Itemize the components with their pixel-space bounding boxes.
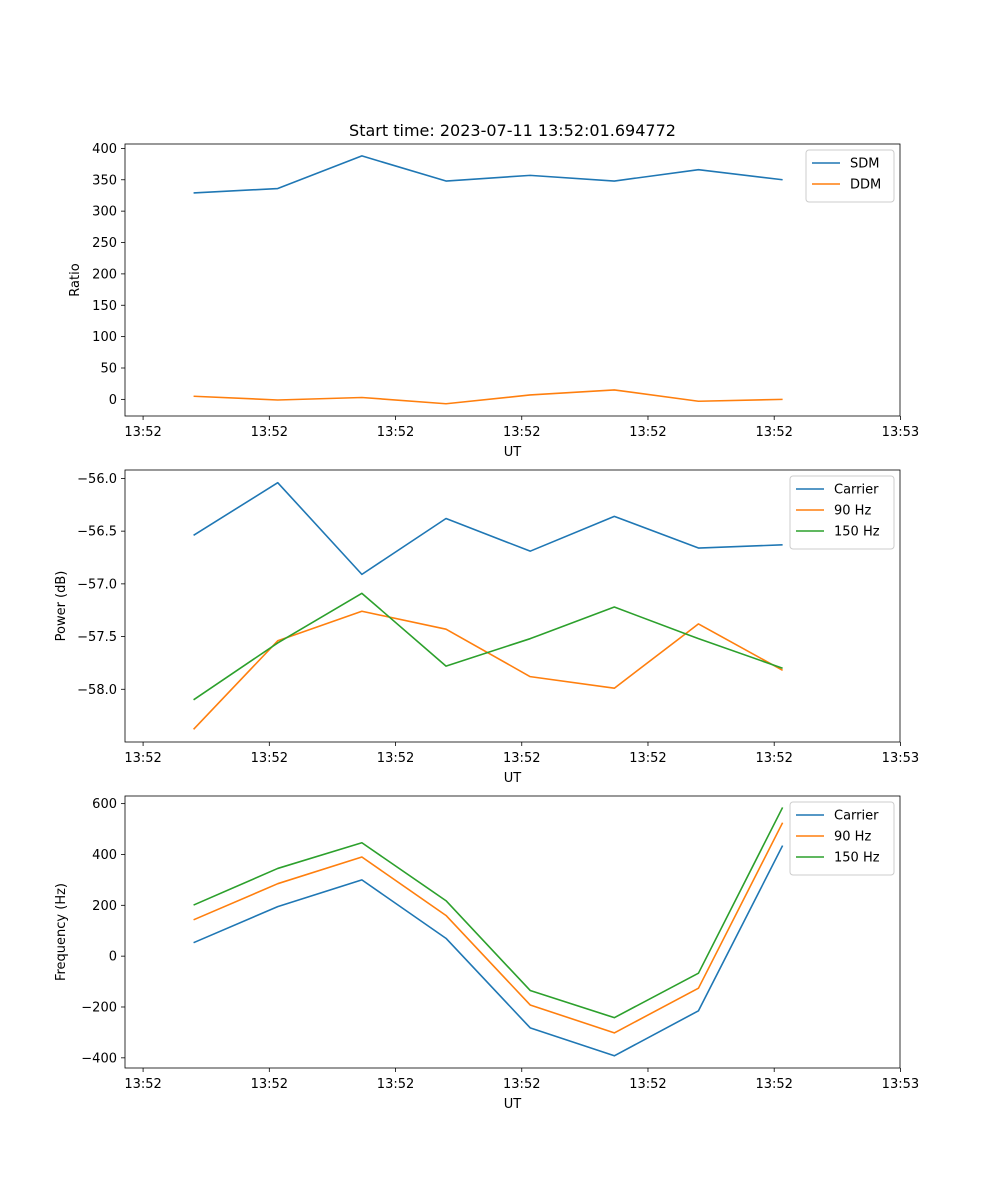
x-tick-label: 13:52: [251, 751, 288, 766]
legend-label: 150 Hz: [834, 851, 880, 866]
y-tick-label: 350: [92, 173, 117, 188]
series-line-150-hz: [193, 807, 784, 1019]
x-tick-label: 13:53: [882, 425, 919, 440]
y-axis-label: Ratio: [68, 263, 83, 296]
x-tick-label: 13:52: [503, 751, 540, 766]
y-tick-label: −56.5: [77, 525, 117, 540]
x-axis-label: UT: [504, 1097, 522, 1112]
x-tick-label: 13:53: [882, 751, 919, 766]
y-tick-label: −56.0: [77, 472, 117, 487]
x-tick-label: 13:52: [124, 1077, 161, 1092]
x-tick-label: 13:53: [882, 1077, 919, 1092]
x-tick-label: 13:52: [251, 425, 288, 440]
y-tick-label: −200: [81, 1000, 117, 1015]
x-tick-label: 13:52: [755, 751, 792, 766]
x-tick-label: 13:52: [503, 1077, 540, 1092]
x-tick-label: 13:52: [377, 751, 414, 766]
x-tick-label: 13:52: [629, 1077, 666, 1092]
legend: SDM DDM: [805, 149, 895, 203]
legend-label: 150 Hz: [834, 525, 880, 540]
y-tick-label: 100: [92, 330, 117, 345]
legend-label: Carrier: [834, 483, 879, 498]
axes-frame: [124, 469, 901, 743]
series-line-sdm: [193, 155, 783, 194]
x-tick-label: 13:52: [629, 425, 666, 440]
chart-1: 13:52 13:52 13:52 13:52 13:52 13:52 13:53 0 50 10…: [68, 142, 919, 460]
y-tick-label: 300: [92, 205, 117, 220]
x-tick-label: 13:52: [377, 1077, 414, 1092]
y-tick-label: 400: [92, 848, 117, 863]
x-tick-label: 13:52: [124, 751, 161, 766]
legend: Carrier 90 Hz 150 Hz: [789, 801, 895, 876]
x-tick-label: 13:52: [629, 751, 666, 766]
series-line-carrier: [193, 481, 783, 576]
x-tick-label: 13:52: [503, 425, 540, 440]
y-axis-label: Power (dB): [54, 571, 69, 642]
y-tick-label: 200: [92, 899, 117, 914]
y-tick-label: 200: [92, 267, 117, 282]
y-tick-label: 0: [109, 393, 117, 408]
legend-label: 90 Hz: [834, 504, 871, 519]
chart-2: 13:52 13:52 13:52 13:52 13:52 13:52 13:53 −58.0…: [54, 469, 919, 786]
x-tick-label: 13:52: [124, 425, 161, 440]
chart-3: 13:52 13:52 13:52 13:52 13:52 13:52 13:53 −400 −…: [54, 795, 919, 1112]
axes-frame: [124, 143, 901, 417]
y-tick-label: −57.0: [77, 577, 117, 592]
series-line-150-hz: [193, 592, 783, 701]
y-tick-label: 0: [109, 950, 117, 965]
legend: Carrier 90 Hz 150 Hz: [789, 475, 895, 550]
y-tick-label: 250: [92, 236, 117, 251]
series-line-carrier: [193, 845, 784, 1057]
legend-label: DDM: [850, 178, 881, 193]
y-tick-label: 150: [92, 299, 117, 314]
series-line-ddm: [193, 389, 783, 405]
x-tick-label: 13:52: [251, 1077, 288, 1092]
figure-title: Start time: 2023-07-11 13:52:01.694772: [349, 121, 676, 140]
x-tick-label: 13:52: [755, 1077, 792, 1092]
y-tick-label: −400: [81, 1051, 117, 1066]
x-tick-label: 13:52: [755, 425, 792, 440]
y-axis-label: Frequency (Hz): [54, 883, 69, 981]
x-tick-label: 13:52: [377, 425, 414, 440]
y-tick-label: 600: [92, 797, 117, 812]
x-axis-label: UT: [504, 771, 522, 786]
legend-label: Carrier: [834, 809, 879, 824]
legend-label: 90 Hz: [834, 830, 871, 845]
y-tick-label: 400: [92, 142, 117, 157]
legend-label: SDM: [850, 157, 879, 172]
x-axis-label: UT: [504, 445, 522, 460]
y-tick-label: 50: [100, 362, 117, 377]
y-tick-label: −58.0: [77, 683, 117, 698]
y-tick-label: −57.5: [77, 630, 117, 645]
axes-frame: [124, 795, 901, 1069]
series-line-90-hz: [193, 822, 784, 1034]
